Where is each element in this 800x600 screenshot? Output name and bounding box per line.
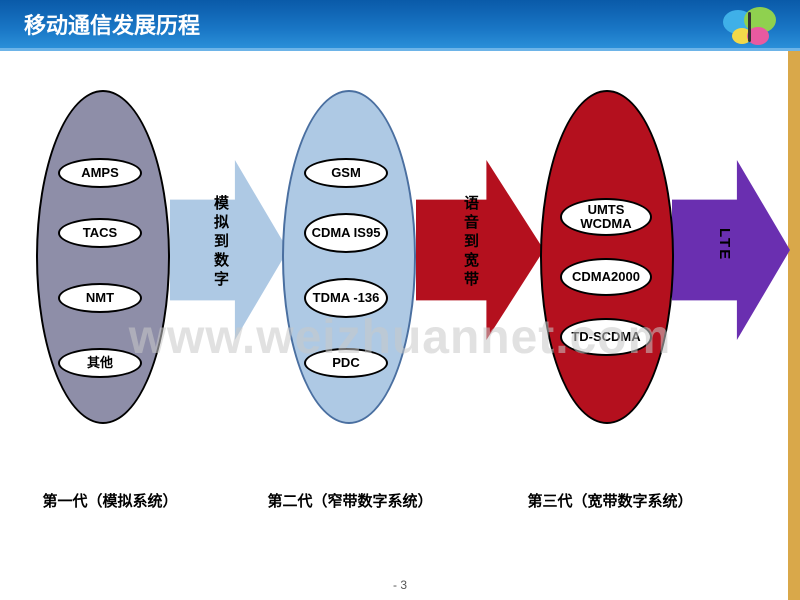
generation-caption: 第一代（模拟系统） — [20, 490, 200, 511]
tech-pill: 其他 — [58, 348, 142, 378]
tech-pill: CDMA2000 — [560, 258, 652, 296]
slide-title: 移动通信发展历程 — [24, 8, 200, 40]
tech-pill: UMTS WCDMA — [560, 198, 652, 236]
page-number: - 3 — [0, 578, 800, 592]
generation-caption: 第二代（窄带数字系统） — [245, 490, 455, 511]
tech-pill: CDMA IS95 — [304, 213, 388, 253]
tech-pill: NMT — [58, 283, 142, 313]
arrow-label: 语音到宽带 — [460, 195, 481, 290]
tech-pill: PDC — [304, 348, 388, 378]
tech-pill: TD-SCDMA — [560, 318, 652, 356]
arrow-label: 模拟到数字 — [210, 195, 231, 290]
tech-pill: TDMA -136 — [304, 278, 388, 318]
title-bar: 移动通信发展历程 — [0, 0, 800, 51]
tech-pill: TACS — [58, 218, 142, 248]
butterfly-icon — [720, 2, 780, 52]
generation-ellipse — [540, 90, 674, 424]
tech-pill: GSM — [304, 158, 388, 188]
tech-pill: AMPS — [58, 158, 142, 188]
arrow-label: LTE — [716, 228, 733, 261]
generation-caption: 第三代（宽带数字系统） — [500, 490, 720, 511]
